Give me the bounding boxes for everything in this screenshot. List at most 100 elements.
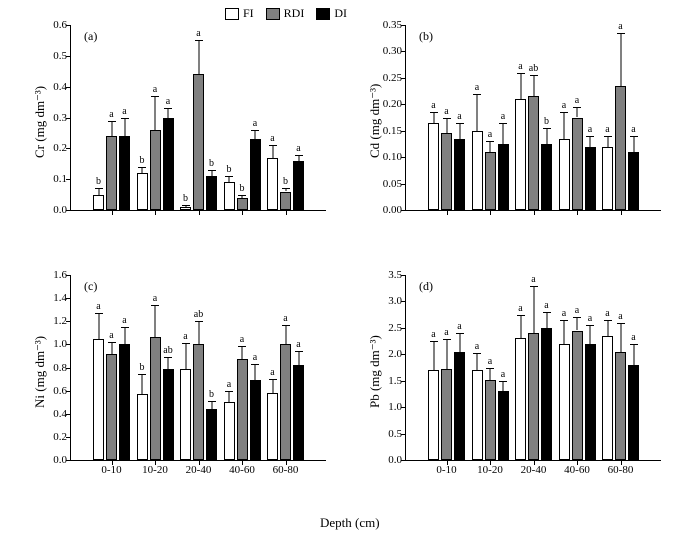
- xtick-label: 60-80: [608, 460, 634, 476]
- panel-tag: (d): [419, 279, 433, 294]
- error-bar: [198, 40, 199, 74]
- ytick-label: 0.4: [37, 408, 71, 420]
- error-bar: [433, 341, 434, 370]
- error-cap: [617, 33, 625, 34]
- error-bar: [477, 94, 478, 131]
- error-cap: [208, 170, 216, 171]
- sig-label: a: [501, 369, 505, 380]
- error-bar: [155, 305, 156, 337]
- error-cap: [430, 112, 438, 113]
- xtick: [621, 210, 622, 215]
- sig-label: a: [270, 367, 274, 378]
- error-bar: [546, 128, 547, 144]
- error-cap: [456, 123, 464, 124]
- bar-fi: [515, 99, 526, 210]
- bar-fi: [515, 338, 526, 460]
- bar-di: [498, 144, 509, 210]
- error-cap: [195, 321, 203, 322]
- error-bar: [490, 141, 491, 152]
- bar-fi: [267, 158, 278, 210]
- sig-label: a: [618, 311, 622, 322]
- bar-di: [119, 136, 130, 210]
- bar-di: [628, 152, 639, 210]
- ytick-label: 1.4: [37, 292, 71, 304]
- bar-di: [628, 365, 639, 460]
- sig-label: b: [183, 193, 188, 204]
- sig-label: a: [296, 143, 300, 154]
- bar-di: [250, 139, 261, 210]
- error-bar: [211, 401, 212, 409]
- error-cap: [95, 313, 103, 314]
- error-cap: [238, 195, 246, 196]
- error-bar: [111, 342, 112, 354]
- error-cap: [517, 73, 525, 74]
- ytick-label: 0.0: [37, 204, 71, 216]
- bar-fi: [602, 147, 613, 210]
- sig-label: a: [631, 124, 635, 135]
- bar-fi: [224, 402, 235, 460]
- error-bar: [459, 333, 460, 352]
- bar-fi: [137, 394, 148, 460]
- error-cap: [630, 136, 638, 137]
- bar-fi: [428, 370, 439, 460]
- sig-label: a: [457, 111, 461, 122]
- error-cap: [473, 94, 481, 95]
- error-bar: [577, 317, 578, 330]
- sig-label: a: [227, 379, 231, 390]
- error-cap: [443, 339, 451, 340]
- error-bar: [298, 351, 299, 365]
- error-cap: [430, 341, 438, 342]
- error-bar: [242, 346, 243, 360]
- sig-label: a: [575, 305, 579, 316]
- error-cap: [151, 305, 159, 306]
- sig-label: a: [488, 356, 492, 367]
- sig-label: a: [153, 84, 157, 95]
- bar-di: [163, 369, 174, 460]
- ytick-label: 1.2: [37, 315, 71, 327]
- sig-label: a: [488, 129, 492, 140]
- error-cap: [486, 368, 494, 369]
- bar-rdi: [485, 152, 496, 210]
- sig-label: a: [270, 133, 274, 144]
- bar-rdi: [106, 136, 117, 210]
- error-bar: [124, 327, 125, 344]
- bar-rdi: [280, 344, 291, 460]
- error-cap: [282, 325, 290, 326]
- sig-label: a: [444, 106, 448, 117]
- error-cap: [225, 176, 233, 177]
- error-cap: [269, 145, 277, 146]
- sig-label: a: [283, 313, 287, 324]
- bar-fi: [224, 182, 235, 210]
- bar-di: [206, 176, 217, 210]
- sig-label: a: [605, 124, 609, 135]
- bar-rdi: [528, 333, 539, 460]
- ytick-label: 0.05: [372, 178, 406, 190]
- bar-fi: [180, 369, 191, 460]
- legend-label-rdi: RDI: [284, 6, 305, 21]
- ytick-label: 0.0: [372, 454, 406, 466]
- ytick-label: 0.5: [37, 50, 71, 62]
- sig-label: a: [196, 28, 200, 39]
- bar-fi: [93, 195, 104, 210]
- error-bar: [459, 123, 460, 139]
- error-cap: [543, 312, 551, 313]
- panel-a: 0.00.10.20.30.40.50.6baabaababbbaabaCr (…: [70, 25, 325, 210]
- error-bar: [620, 33, 621, 86]
- error-cap: [121, 327, 129, 328]
- bar-di: [293, 365, 304, 460]
- ytick-label: 3.5: [372, 269, 406, 281]
- error-bar: [503, 123, 504, 144]
- bar-rdi: [441, 369, 452, 460]
- y-axis-label: Cd (mg dm⁻³): [367, 83, 383, 157]
- sig-label: a: [96, 301, 100, 312]
- bar-di: [541, 328, 552, 460]
- error-bar: [168, 357, 169, 369]
- sig-label: b: [283, 176, 288, 187]
- error-cap: [164, 357, 172, 358]
- ytick-label: 0.2: [37, 431, 71, 443]
- bar-di: [250, 380, 261, 460]
- y-axis-label: Ni (mg dm⁻³): [32, 335, 48, 407]
- panel-tag: (b): [419, 29, 433, 44]
- bar-rdi: [280, 192, 291, 211]
- y-axis-label: Cr (mg dm⁻³): [32, 85, 48, 157]
